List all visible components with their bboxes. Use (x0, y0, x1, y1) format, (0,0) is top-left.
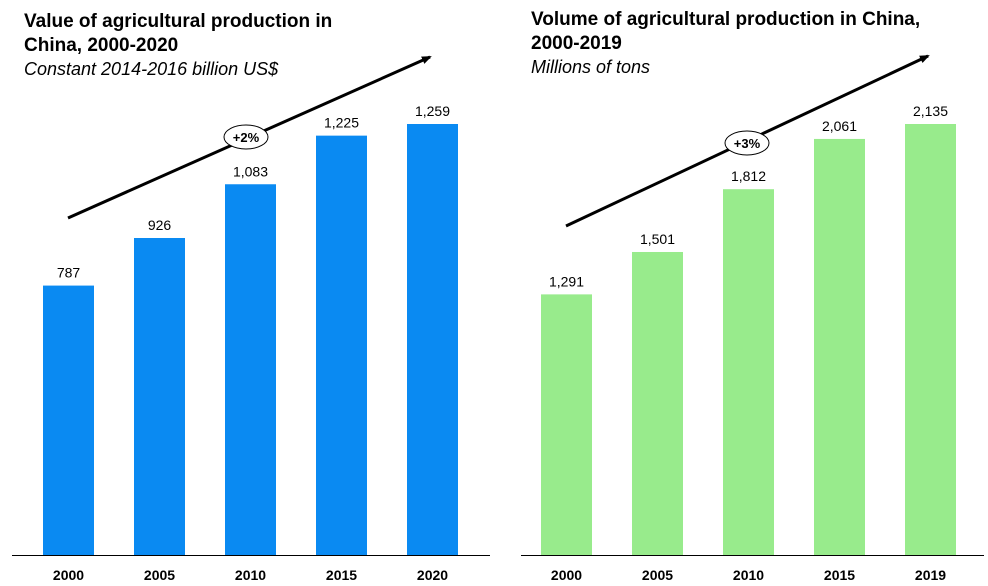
bar-2000 (43, 285, 94, 555)
cagr-badge-label: +3% (734, 136, 761, 151)
value-label-2000: 787 (57, 265, 81, 281)
x-tick-label-2000: 2000 (53, 567, 84, 583)
x-tick-label-2000: 2000 (551, 567, 582, 583)
cagr-badge (724, 130, 770, 156)
x-tick-label-2015: 2015 (824, 567, 855, 583)
bar-2015 (316, 135, 367, 555)
volume-chart-subtitle: Millions of tons (531, 57, 651, 77)
bar-2010 (723, 189, 774, 556)
value-chart-panel: 787 2000 926 2005 1,083 2010 1,225 2015 1,259 202… (12, 11, 490, 583)
value-chart-title: Value of agricultural production in Chin… (24, 11, 333, 56)
value-chart: 787 2000 926 2005 1,083 2010 1,225 2015 1,259 202… (12, 55, 490, 583)
x-tick-label-2019: 2019 (915, 567, 946, 583)
bar-2015 (814, 138, 865, 555)
x-tick-label-2020: 2020 (417, 567, 448, 583)
cagr-badge (223, 124, 269, 150)
x-tick-label-2015: 2015 (326, 567, 357, 583)
value-chart-subtitle: Constant 2014-2016 billion US$ (24, 59, 279, 79)
value-label-2020: 1,259 (415, 103, 450, 119)
bar-2000 (541, 294, 592, 555)
bar-2019 (905, 124, 956, 555)
bar-2020 (407, 124, 458, 555)
value-label-2010: 1,083 (233, 163, 268, 179)
value-label-2005: 1,501 (640, 231, 675, 247)
value-label-2010: 1,812 (731, 168, 766, 184)
bar-2010 (225, 184, 276, 556)
bar-2005 (134, 237, 185, 555)
value-label-2015: 1,225 (324, 115, 359, 131)
volume-chart-title: Volume of agricultural production in Chi… (531, 9, 921, 54)
cagr-badge-label: +2% (233, 130, 260, 145)
value-label-2015: 2,061 (822, 118, 857, 134)
value-label-2000: 1,291 (549, 273, 584, 289)
volume-chart: 1,291 2000 1,501 2005 1,812 2010 2,061 2015 2,13… (521, 54, 984, 583)
value-label-2019: 2,135 (913, 103, 948, 119)
x-tick-label-2005: 2005 (642, 567, 673, 583)
x-tick-label-2010: 2010 (733, 567, 764, 583)
x-tick-label-2005: 2005 (144, 567, 175, 583)
value-label-2005: 926 (148, 217, 172, 233)
volume-chart-panel: 1,291 2000 1,501 2005 1,812 2010 2,061 2015 2,13… (494, 0, 988, 586)
bar-2005 (632, 251, 683, 555)
x-tick-label-2010: 2010 (235, 567, 266, 583)
